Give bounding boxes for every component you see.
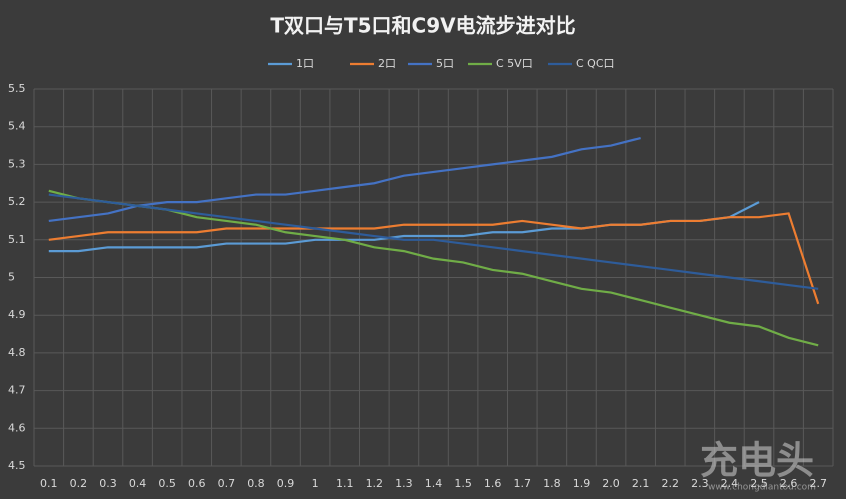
legend-label: C 5V口 xyxy=(496,57,533,70)
x-tick-label: 2.0 xyxy=(602,477,620,490)
x-tick-label: 1.8 xyxy=(543,477,561,490)
y-tick-label: 5.4 xyxy=(8,120,26,133)
x-tick-label: 2.4 xyxy=(721,477,739,490)
x-tick-label: 0.2 xyxy=(70,477,88,490)
series-line xyxy=(48,193,819,290)
x-tick-label: 1.6 xyxy=(484,477,502,490)
y-tick-label: 4.8 xyxy=(8,346,26,359)
y-tick-label: 5.2 xyxy=(8,195,26,208)
series-line xyxy=(48,212,820,305)
x-tick-label: 0.7 xyxy=(218,477,236,490)
x-tick-label: 2.6 xyxy=(780,477,798,490)
x-tick-label: 0.4 xyxy=(129,477,147,490)
y-tick-label: 4.7 xyxy=(8,384,26,397)
chart-title: T双口与T5口和C9V电流步进对比 xyxy=(270,14,575,38)
y-tick-label: 4.6 xyxy=(8,421,26,434)
x-tick-label: 2.7 xyxy=(809,477,827,490)
x-tick-label: 1.1 xyxy=(336,477,354,490)
x-tick-label: 1 xyxy=(312,477,319,490)
legend-label: C QC口 xyxy=(576,57,615,70)
x-tick-label: 2.1 xyxy=(632,477,650,490)
watermark: 充电头 xyxy=(700,439,814,483)
x-tick-label: 1.4 xyxy=(425,477,443,490)
y-tick-label: 5 xyxy=(8,271,15,284)
x-tick-label: 0.9 xyxy=(277,477,295,490)
x-tick-label: 1.5 xyxy=(454,477,472,490)
y-tick-label: 4.9 xyxy=(8,308,26,321)
watermark-url: www.chongdiantou.com xyxy=(708,483,816,493)
legend-label: 5口 xyxy=(436,57,454,70)
x-tick-label: 2.5 xyxy=(750,477,768,490)
x-tick-label: 0.1 xyxy=(40,477,58,490)
x-tick-label: 0.8 xyxy=(247,477,265,490)
x-tick-label: 2.3 xyxy=(691,477,709,490)
y-tick-label: 5.3 xyxy=(8,157,26,170)
series-line xyxy=(48,189,819,347)
x-tick-label: 0.5 xyxy=(158,477,176,490)
legend-label: 1口 xyxy=(296,57,314,70)
x-tick-label: 0.6 xyxy=(188,477,206,490)
x-tick-label: 1.7 xyxy=(514,477,532,490)
y-tick-label: 4.5 xyxy=(8,459,26,472)
x-tick-label: 1.2 xyxy=(366,477,384,490)
x-tick-label: 2.2 xyxy=(661,477,679,490)
series-line xyxy=(48,136,641,223)
y-tick-label: 5.1 xyxy=(8,233,26,246)
x-tick-label: 0.3 xyxy=(99,477,117,490)
x-tick-label: 1.3 xyxy=(395,477,413,490)
y-tick-label: 5.5 xyxy=(8,82,26,95)
legend-label: 2口 xyxy=(378,57,396,70)
x-tick-label: 1.9 xyxy=(573,477,591,490)
